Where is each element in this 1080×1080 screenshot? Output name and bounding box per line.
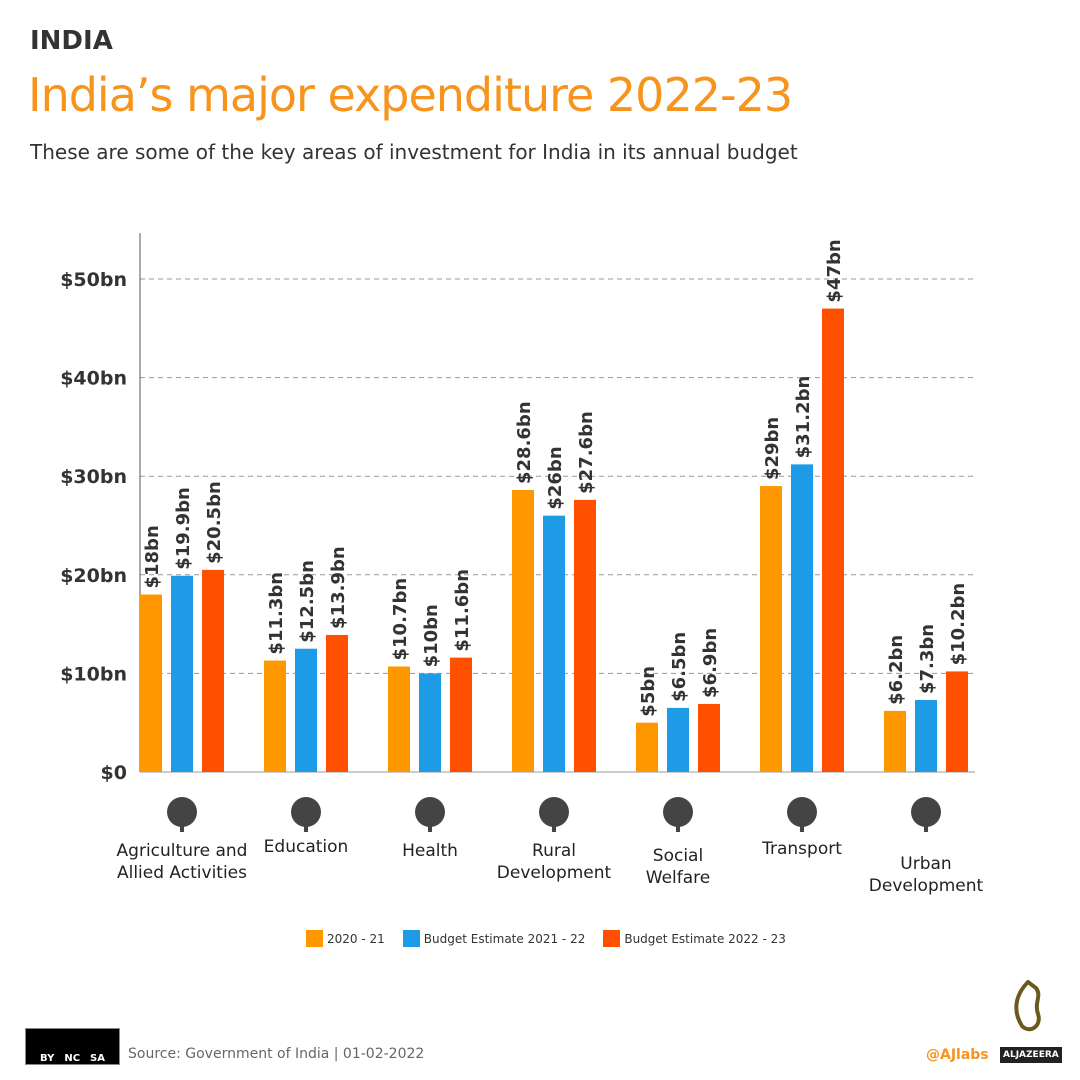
route-pin-icon	[787, 797, 817, 832]
legend: 2020 - 21 Budget Estimate 2021 - 22 Budg…	[306, 930, 786, 947]
bar	[822, 308, 844, 772]
bar	[574, 499, 596, 772]
data-label: $47bn	[824, 239, 845, 302]
chart-subtitle: These are some of the key areas of inves…	[30, 140, 798, 164]
category-label: Urban Development	[868, 854, 984, 896]
bar	[698, 703, 720, 772]
legend-swatch	[603, 930, 621, 947]
bar	[450, 657, 472, 772]
ajlabs-handle: @AJlabs	[926, 1047, 989, 1063]
bar	[171, 575, 193, 772]
data-label: $12.5bn	[297, 560, 318, 643]
category-label: Health	[402, 841, 458, 861]
y-tick-label: $0	[101, 762, 127, 784]
data-label: $5bn	[638, 666, 659, 717]
aljazeera-brand: ALJAZEERA	[1000, 1047, 1062, 1063]
bar	[419, 673, 441, 772]
bar	[760, 486, 782, 772]
data-label: $29bn	[762, 417, 783, 480]
y-tick-label: $50bn	[60, 269, 127, 291]
data-label: $6.5bn	[669, 632, 690, 702]
bar	[140, 594, 162, 772]
aljazeera-logo-icon	[1014, 980, 1041, 1032]
graduation-cap-icon	[291, 797, 321, 832]
bar	[326, 634, 348, 772]
creative-commons-icon: BY NC SA	[25, 1028, 120, 1065]
category-label: Rural Development	[496, 841, 612, 883]
data-label: $7.3bn	[917, 624, 938, 694]
heart-pulse-icon	[415, 797, 445, 832]
legend-label: 2020 - 21	[327, 931, 385, 946]
category-label: Transport	[762, 839, 842, 859]
bar	[264, 660, 286, 772]
data-label: $28.6bn	[514, 401, 535, 484]
bar	[915, 700, 937, 772]
money-bag-hand-icon	[663, 797, 693, 832]
data-label: $10.7bn	[390, 578, 411, 661]
category-label: Agriculture and Allied Activities	[116, 841, 248, 883]
bar	[884, 710, 906, 772]
bar	[388, 666, 410, 772]
data-label: $11.3bn	[266, 572, 287, 655]
legend-swatch	[306, 930, 323, 947]
legend-label: Budget Estimate 2021 - 22	[423, 931, 586, 946]
data-label: $26bn	[545, 446, 566, 509]
source-note: Source: Government of India | 01-02-2022	[128, 1046, 425, 1062]
bar	[202, 569, 224, 772]
bar	[667, 707, 689, 772]
crane-building-icon	[911, 797, 941, 832]
data-label: $31.2bn	[793, 376, 814, 459]
kicker: INDIA	[30, 26, 113, 56]
legend-item: Budget Estimate 2021 - 22	[402, 930, 586, 947]
legend-swatch	[402, 930, 420, 947]
bar	[512, 490, 534, 772]
category-label: Education	[263, 837, 349, 857]
data-label: $27.6bn	[576, 411, 597, 494]
y-tick-label: $20bn	[60, 565, 127, 587]
y-tick-label: $10bn	[60, 663, 127, 685]
bar	[946, 671, 968, 772]
data-label: $10.2bn	[948, 583, 969, 666]
data-label: $11.6bn	[452, 569, 473, 652]
bar	[543, 515, 565, 772]
legend-item: Budget Estimate 2022 - 23	[603, 930, 786, 947]
chart-title: India’s major expenditure 2022-23	[28, 68, 793, 122]
tree-icon	[167, 797, 197, 832]
data-label: $6.9bn	[700, 628, 721, 698]
category-label: Social Welfare	[645, 846, 711, 888]
data-label: $13.9bn	[328, 546, 349, 629]
data-label: $20.5bn	[204, 481, 225, 564]
data-label: $19.9bn	[173, 487, 194, 570]
y-tick-label: $40bn	[60, 368, 127, 390]
bar	[636, 722, 658, 772]
data-label: $10bn	[421, 604, 442, 667]
data-label: $6.2bn	[886, 635, 907, 705]
legend-item: 2020 - 21	[306, 930, 385, 947]
bar	[295, 648, 317, 772]
bar	[791, 464, 813, 772]
legend-label: Budget Estimate 2022 - 23	[624, 931, 786, 946]
house-tree-icon	[539, 797, 569, 832]
y-tick-label: $30bn	[60, 466, 127, 488]
data-label: $18bn	[142, 525, 163, 588]
